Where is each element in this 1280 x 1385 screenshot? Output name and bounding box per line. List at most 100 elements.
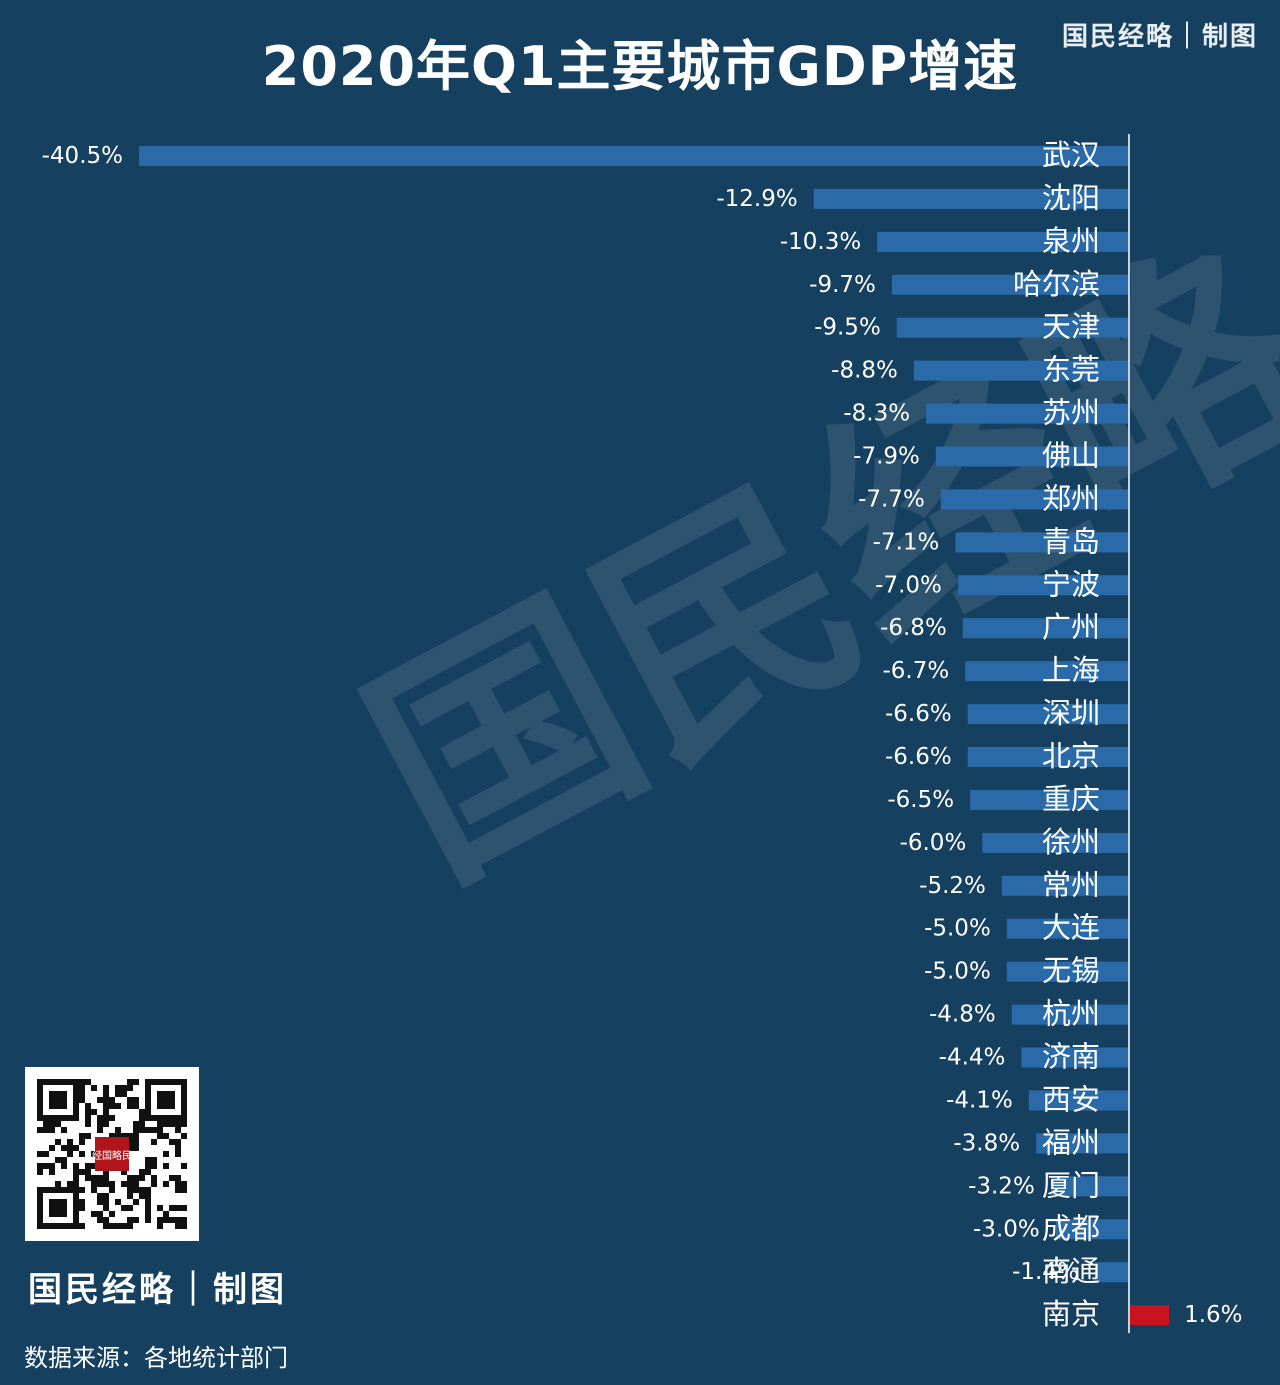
qr-module	[133, 1199, 139, 1205]
qr-module	[157, 1127, 163, 1133]
source-note: 数据来源：各地统计部门	[24, 1344, 288, 1372]
value-label: -1.4%	[1012, 1259, 1079, 1285]
qr-module	[175, 1217, 181, 1223]
bar	[967, 747, 1129, 767]
qr-code[interactable]: 经国略民	[25, 1067, 199, 1241]
qr-module	[145, 1163, 151, 1169]
qr-module	[79, 1187, 85, 1193]
qr-module	[115, 1199, 121, 1205]
qr-module	[49, 1169, 55, 1175]
qr-module	[37, 1151, 43, 1157]
qr-module	[67, 1145, 73, 1151]
qr-module	[85, 1175, 91, 1181]
bar	[1021, 1047, 1129, 1068]
qr-stamp-text: 经国略民	[92, 1149, 132, 1162]
qr-module	[103, 1085, 109, 1091]
bar	[1050, 1176, 1129, 1197]
qr-module	[127, 1175, 133, 1181]
city-label: 成都	[1042, 1211, 1100, 1245]
qr-module	[121, 1205, 127, 1211]
qr-module	[49, 1163, 55, 1169]
qr-module	[109, 1223, 115, 1229]
value-label: -3.8%	[953, 1130, 1020, 1156]
value-label: -7.1%	[873, 529, 940, 555]
qr-module	[109, 1133, 115, 1139]
brand-logo-top: 国民经略｜制图	[1061, 22, 1258, 52]
qr-module	[103, 1115, 109, 1121]
qr-module	[133, 1187, 139, 1193]
qr-module	[133, 1097, 139, 1103]
value-label: -4.1%	[946, 1088, 1013, 1114]
qr-finder	[49, 1091, 67, 1109]
value-label: 1.6%	[1184, 1302, 1242, 1328]
qr-module	[85, 1109, 91, 1115]
qr-module	[157, 1133, 163, 1139]
qr-module	[169, 1121, 175, 1127]
value-label: -7.0%	[875, 572, 942, 598]
value-label: -6.5%	[887, 787, 954, 813]
city-label: 沈阳	[1042, 181, 1100, 215]
qr-module	[139, 1121, 145, 1127]
qr-module	[175, 1145, 181, 1151]
value-label: -3.2%	[968, 1173, 1035, 1199]
qr-module	[127, 1145, 133, 1151]
qr-module	[103, 1121, 109, 1127]
qr-module	[139, 1169, 145, 1175]
qr-module	[91, 1175, 97, 1181]
qr-module	[85, 1133, 91, 1139]
city-label: 广州	[1042, 610, 1100, 644]
qr-module	[109, 1211, 115, 1217]
qr-module	[97, 1097, 103, 1103]
bar	[139, 146, 1129, 166]
value-label: -6.7%	[882, 658, 949, 684]
qr-module	[97, 1211, 103, 1217]
value-label: -6.6%	[885, 744, 952, 770]
qr-module	[49, 1121, 55, 1127]
qr-module	[139, 1127, 145, 1133]
qr-module	[97, 1193, 103, 1199]
qr-module	[151, 1181, 157, 1187]
qr-module	[133, 1145, 139, 1151]
qr-module	[73, 1175, 79, 1181]
qr-module	[91, 1109, 97, 1115]
qr-module	[109, 1115, 115, 1121]
qr-finder	[157, 1091, 175, 1109]
qr-module	[139, 1115, 145, 1121]
bar	[957, 575, 1129, 596]
bar	[813, 188, 1129, 209]
qr-module	[163, 1151, 169, 1157]
chart-title: 2020年Q1主要城市GDP增速	[261, 35, 1019, 98]
city-label: 上海	[1042, 653, 1100, 687]
city-label: 福州	[1042, 1125, 1100, 1159]
qr-module	[169, 1205, 175, 1211]
value-label: -4.4%	[939, 1045, 1006, 1071]
value-label: -9.5%	[814, 315, 881, 341]
qr-module	[91, 1181, 97, 1187]
qr-module	[145, 1169, 151, 1175]
city-label: 青岛	[1042, 524, 1100, 558]
bar	[1001, 875, 1129, 896]
qr-module	[139, 1187, 145, 1193]
qr-module	[103, 1097, 109, 1103]
city-label: 泉州	[1042, 224, 1100, 258]
bar	[913, 360, 1129, 381]
qr-module	[157, 1223, 163, 1229]
qr-module	[163, 1133, 169, 1139]
qr-module	[133, 1127, 139, 1133]
bar	[970, 790, 1129, 810]
qr-module	[103, 1205, 109, 1211]
qr-module	[79, 1091, 85, 1097]
qr-module	[61, 1163, 67, 1169]
qr-module	[127, 1097, 133, 1103]
qr-module	[37, 1163, 43, 1169]
qr-module	[97, 1127, 103, 1133]
qr-module	[145, 1205, 151, 1211]
bar	[967, 704, 1129, 725]
qr-module	[97, 1199, 103, 1205]
qr-module	[169, 1139, 175, 1145]
bar	[1011, 1004, 1129, 1025]
qr-code-image: 经国略民	[37, 1079, 187, 1229]
qr-module	[175, 1139, 181, 1145]
qr-module	[115, 1085, 121, 1091]
qr-module	[61, 1127, 67, 1133]
